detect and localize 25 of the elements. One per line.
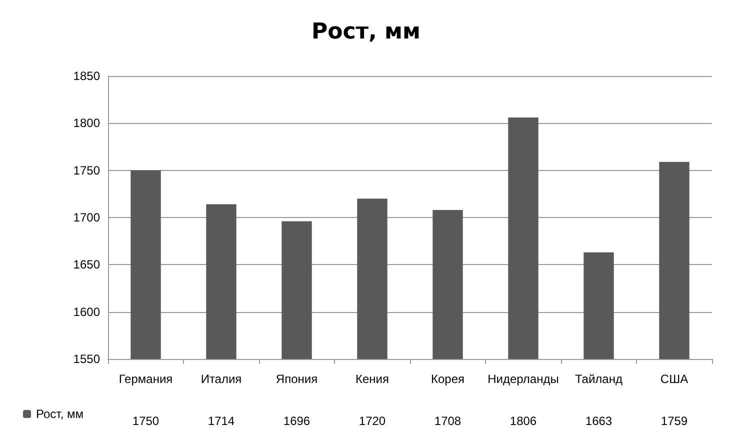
x-tick-label: Нидерланды xyxy=(488,372,559,386)
x-tick-label: Корея xyxy=(430,372,465,386)
data-label: 1720 xyxy=(358,414,386,428)
data-label: 1806 xyxy=(510,414,537,428)
data-label: 1714 xyxy=(208,414,235,428)
data-label: 1696 xyxy=(283,414,310,428)
y-tick-label: 1800 xyxy=(73,116,100,130)
x-tick-label: США xyxy=(660,372,688,386)
y-tick-label: 1700 xyxy=(73,210,100,224)
y-tick-label: 1750 xyxy=(73,163,100,178)
data-label: 1708 xyxy=(434,414,462,428)
data-label: 1750 xyxy=(132,414,160,428)
x-tick-label: Тайланд xyxy=(575,372,622,386)
data-label: 1663 xyxy=(585,414,612,428)
x-tick-label: Кения xyxy=(356,372,389,386)
x-tick-label: Германия xyxy=(118,372,173,386)
y-tick-label: 1850 xyxy=(73,69,100,83)
y-tick-label: 1650 xyxy=(73,258,100,272)
y-tick-label: 1600 xyxy=(73,304,100,319)
x-tick-label: Италия xyxy=(200,372,242,386)
data-label: 1759 xyxy=(660,414,688,428)
chart-title: Рост, мм xyxy=(311,20,421,44)
y-tick-label: 1550 xyxy=(73,352,100,366)
x-tick-label: Япония xyxy=(276,372,318,386)
legend-label: Рост, мм xyxy=(36,407,84,421)
